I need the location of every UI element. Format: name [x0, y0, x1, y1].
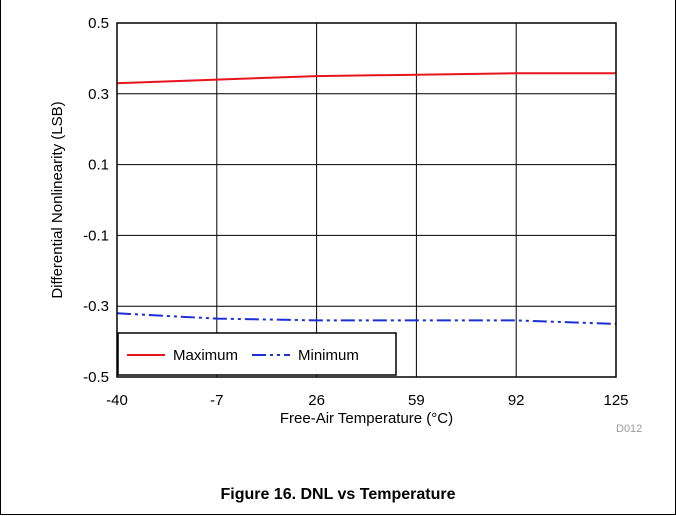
figure-caption: Figure 16. DNL vs Temperature — [220, 486, 456, 503]
y-tick-label: 0.3 — [88, 86, 109, 103]
legend-label-maximum: Maximum — [173, 347, 238, 364]
y-tick-label: 0.5 — [88, 15, 109, 32]
x-tick-label: 92 — [508, 392, 525, 409]
x-tick-label: -7 — [210, 392, 223, 409]
x-tick-label: 125 — [603, 392, 628, 409]
dnl-chart: -40 -7 26 59 92 125 -0.5 -0.3 -0.1 0.1 0.3 0.5 Free… — [49, 15, 629, 427]
y-tick-label: -0.5 — [83, 369, 109, 386]
x-tick-label: -40 — [106, 392, 128, 409]
legend-label-minimum: Minimum — [298, 347, 359, 364]
x-tick-label: 26 — [308, 392, 325, 409]
y-axis-label: Differential Nonlinearity (LSB) — [49, 101, 66, 298]
series-lines — [116, 72, 617, 325]
y-tick-label: -0.1 — [83, 227, 109, 244]
x-tick-label: 59 — [408, 392, 425, 409]
legend: Maximum Minimum — [117, 332, 397, 376]
series-line-maximum — [116, 72, 616, 85]
plot-area-border — [116, 22, 617, 378]
tick-labels: -40 -7 26 59 92 125 -0.5 -0.3 -0.1 0.1 0.3 0.5 — [83, 15, 628, 409]
y-tick-label: 0.1 — [88, 157, 109, 174]
x-axis-label: Free-Air Temperature (°C) — [280, 410, 453, 427]
y-tick-label: -0.3 — [83, 298, 109, 315]
figure-id: D012 — [616, 423, 643, 435]
series-line-minimum — [116, 312, 617, 325]
